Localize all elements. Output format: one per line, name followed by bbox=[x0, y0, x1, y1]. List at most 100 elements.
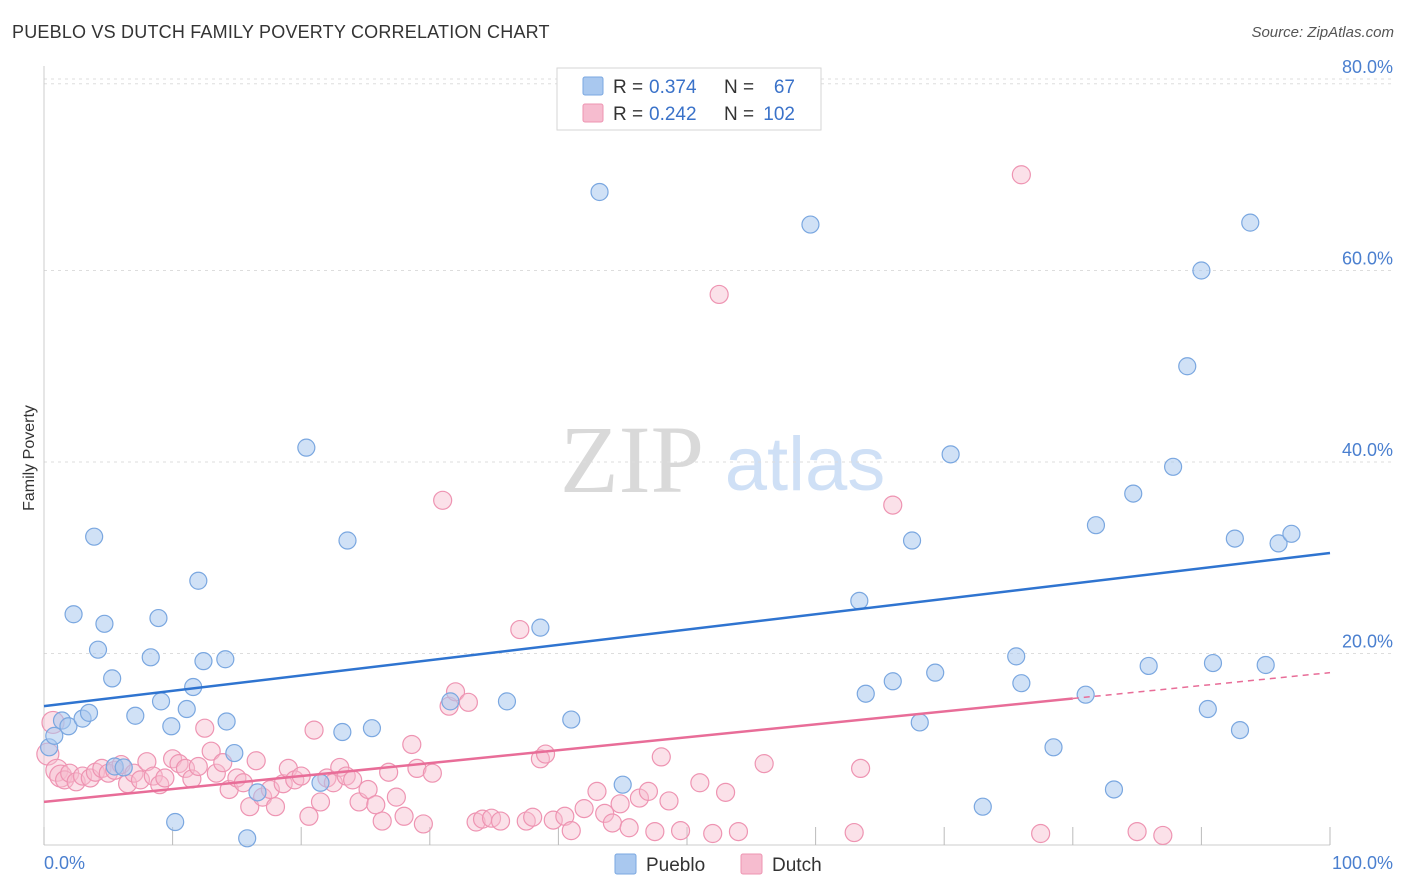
x-tick-label: 0.0% bbox=[44, 853, 85, 873]
pueblo-point bbox=[531, 618, 550, 637]
bottom-legend-dutch: Dutch bbox=[772, 855, 822, 876]
dutch-point bbox=[1127, 821, 1147, 842]
watermark-atlas: atlas bbox=[725, 422, 886, 507]
pueblo-point bbox=[248, 783, 267, 802]
pueblo-point bbox=[88, 640, 108, 659]
pueblo-point bbox=[497, 692, 517, 711]
dutch-point bbox=[366, 795, 386, 815]
pueblo-point bbox=[441, 692, 460, 711]
dutch-point bbox=[535, 744, 556, 764]
pueblo-point bbox=[1076, 685, 1095, 704]
dutch-point bbox=[670, 821, 691, 841]
pueblo-point bbox=[883, 672, 902, 691]
dutch-point bbox=[304, 720, 324, 740]
dutch-point bbox=[754, 754, 774, 774]
pueblo-point bbox=[1044, 738, 1063, 757]
source-label: Source: ZipAtlas.com bbox=[1251, 24, 1394, 41]
pueblo-point bbox=[166, 812, 185, 832]
dutch-point bbox=[372, 811, 392, 831]
y-tick-label: 40.0% bbox=[1342, 440, 1393, 460]
pueblo-point bbox=[1192, 261, 1211, 280]
pueblo-point bbox=[973, 797, 992, 816]
pueblo-point bbox=[1230, 720, 1250, 740]
legend-n-value: 67 bbox=[774, 77, 795, 98]
pueblo-point bbox=[856, 684, 875, 703]
pueblo-point bbox=[1256, 655, 1275, 675]
legend-r-label: R = bbox=[613, 104, 643, 125]
pueblo-point bbox=[1178, 357, 1197, 376]
legend-r-label: R = bbox=[613, 77, 643, 98]
dutch-point bbox=[433, 490, 453, 510]
y-axis-label: Family Poverty bbox=[21, 405, 38, 511]
dutch-point bbox=[422, 763, 442, 783]
pueblo-point bbox=[1225, 529, 1244, 548]
pueblo-point bbox=[362, 719, 382, 738]
pueblo-point bbox=[141, 648, 160, 667]
dutch-point bbox=[310, 792, 331, 812]
pueblo-point bbox=[1269, 534, 1288, 553]
pueblo-point bbox=[1104, 780, 1124, 799]
pueblo-point bbox=[590, 182, 609, 202]
pueblo-trend-line bbox=[43, 551, 1331, 708]
dutch-points bbox=[36, 165, 1173, 846]
pueblo-point bbox=[1139, 656, 1158, 676]
watermark-zip: ZIP bbox=[560, 406, 704, 513]
dutch-point bbox=[299, 806, 319, 826]
dutch-point bbox=[659, 791, 679, 811]
pueblo-point bbox=[338, 531, 357, 550]
pueblo-point bbox=[297, 438, 316, 457]
dutch-point bbox=[728, 821, 749, 842]
pueblo-point bbox=[850, 591, 869, 610]
dutch-point bbox=[690, 773, 710, 793]
y-tick-label: 20.0% bbox=[1342, 632, 1393, 652]
dutch-point bbox=[561, 821, 581, 841]
pueblo-point bbox=[225, 743, 244, 763]
dutch-point bbox=[188, 756, 208, 777]
bottom-legend-pueblo: Pueblo bbox=[646, 855, 705, 876]
pueblo-point bbox=[1124, 484, 1143, 503]
pueblo-point bbox=[333, 722, 352, 742]
tick-labels: 20.0% 40.0% 60.0% 80.0% 0.0% 100.0% bbox=[44, 57, 1393, 873]
pueblo-point bbox=[114, 758, 133, 777]
dutch-point bbox=[137, 752, 157, 772]
dutch-point bbox=[715, 782, 736, 802]
pueblo-point bbox=[95, 614, 114, 633]
dutch-point bbox=[651, 747, 671, 767]
dutch-point bbox=[543, 810, 563, 830]
dutch-point bbox=[555, 806, 575, 826]
pueblo-point bbox=[45, 726, 64, 745]
dutch-point bbox=[709, 284, 729, 305]
pueblo-point bbox=[1164, 457, 1183, 476]
pueblo-point bbox=[1086, 516, 1106, 535]
pueblo-point bbox=[801, 215, 820, 234]
dutch-point bbox=[265, 797, 286, 817]
dutch-point bbox=[72, 766, 93, 786]
series-legend: Pueblo Dutch bbox=[614, 853, 822, 876]
correlation-legend: R = 0.374 N = 67 R = 0.242 N = 102 bbox=[556, 67, 822, 131]
y-tick-label: 60.0% bbox=[1342, 249, 1393, 269]
dutch-point bbox=[595, 803, 615, 824]
pueblo-point bbox=[238, 829, 257, 848]
dutch-point bbox=[619, 818, 639, 838]
legend-n-label: N = bbox=[724, 104, 754, 125]
dutch-point bbox=[510, 619, 530, 640]
pueblo-point bbox=[59, 717, 78, 736]
dutch-point bbox=[638, 781, 659, 801]
dutch-point bbox=[155, 768, 175, 788]
dutch-point bbox=[587, 781, 607, 801]
bottom-swatch-pueblo bbox=[614, 853, 637, 875]
dutch-point bbox=[1153, 825, 1173, 846]
pueblo-point bbox=[1241, 213, 1260, 232]
pueblo-point bbox=[1012, 674, 1031, 693]
dutch-point bbox=[645, 821, 665, 842]
dutch-point bbox=[195, 718, 215, 738]
dutch-point bbox=[610, 794, 630, 814]
pueblo-point bbox=[941, 445, 960, 464]
legend-r-value: 0.374 bbox=[649, 77, 697, 98]
legend-n-value: 102 bbox=[763, 104, 795, 125]
chart-title: PUEBLO VS DUTCH FAMILY POVERTY CORRELATI… bbox=[12, 22, 550, 42]
dutch-point bbox=[883, 495, 903, 515]
pueblo-point bbox=[162, 717, 181, 736]
trend-lines bbox=[43, 551, 1331, 804]
